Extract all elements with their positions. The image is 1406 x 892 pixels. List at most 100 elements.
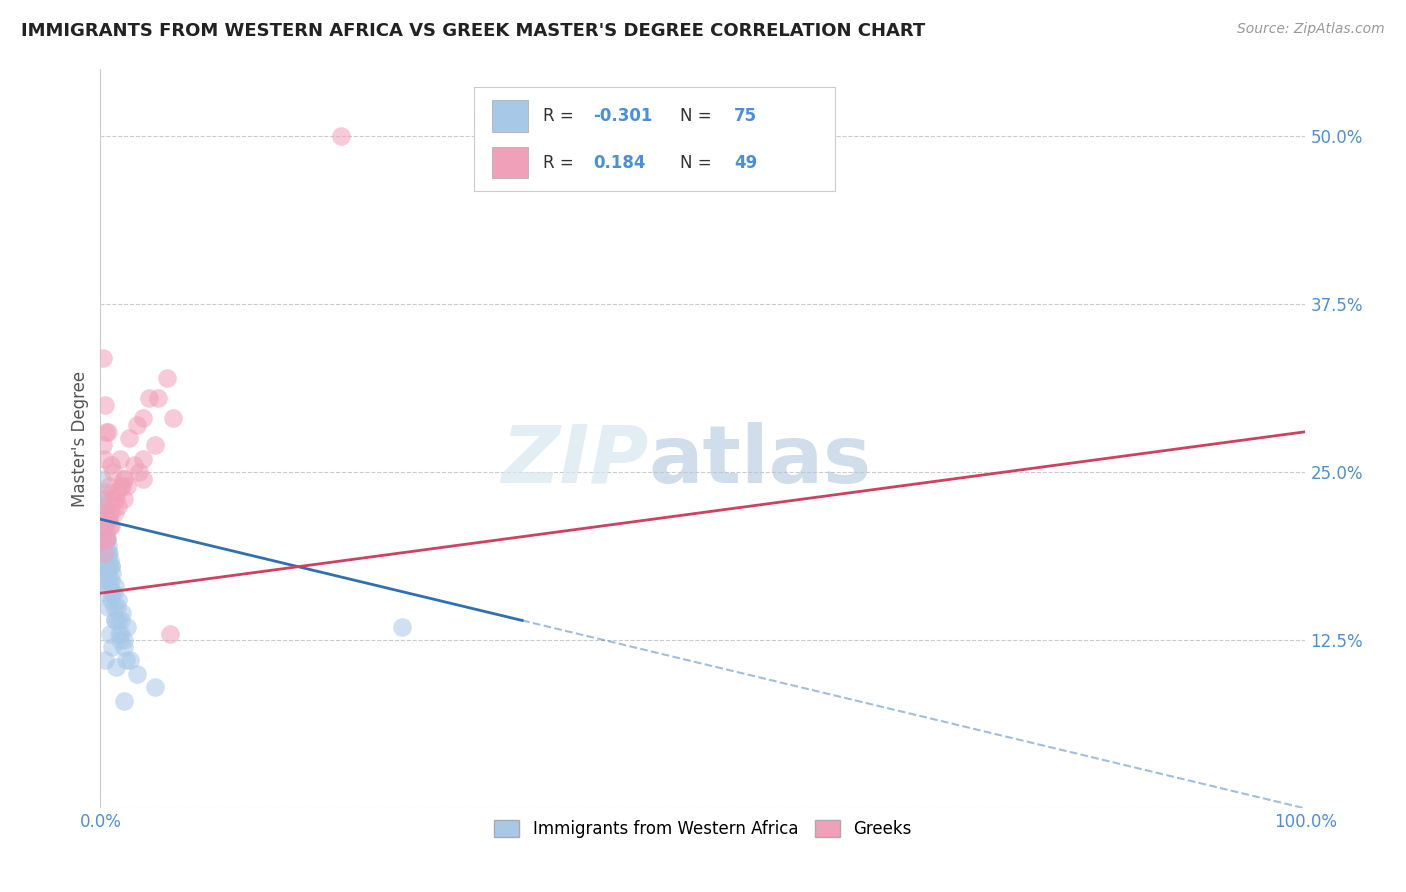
Point [101, 640, 124, 654]
Point [90, 519, 112, 533]
Point [98, 478, 121, 492]
Point [118, 432, 141, 446]
Point [159, 626, 181, 640]
Point [110, 626, 132, 640]
Point [94, 519, 117, 533]
Point [105, 485, 128, 500]
Point [94, 425, 117, 439]
Point [93, 506, 115, 520]
Point [125, 417, 148, 432]
Point [91, 351, 114, 365]
Point [91, 533, 114, 547]
Point [93, 491, 115, 506]
Point [122, 458, 145, 473]
Point [94, 533, 117, 547]
Point [91, 546, 114, 560]
Point [97, 546, 120, 560]
Point [93, 519, 115, 533]
Point [107, 593, 129, 607]
Point [100, 593, 122, 607]
Point [114, 653, 136, 667]
Point [103, 491, 125, 506]
Point [93, 519, 115, 533]
Point [91, 499, 114, 513]
Point [162, 411, 184, 425]
Point [93, 533, 115, 547]
Text: IMMIGRANTS FROM WESTERN AFRICA VS GREEK MASTER'S DEGREE CORRELATION CHART: IMMIGRANTS FROM WESTERN AFRICA VS GREEK … [21, 22, 925, 40]
Point [111, 607, 134, 621]
Point [103, 599, 125, 614]
Point [96, 566, 118, 580]
Point [156, 371, 179, 385]
Point [91, 438, 114, 452]
Point [97, 559, 120, 574]
Point [108, 451, 131, 466]
Point [94, 398, 117, 412]
Point [94, 653, 117, 667]
Point [110, 613, 132, 627]
Point [114, 633, 136, 648]
Point [90, 491, 112, 506]
Point [100, 559, 122, 574]
Point [114, 472, 136, 486]
Point [91, 499, 114, 513]
Point [94, 586, 117, 600]
Point [104, 613, 127, 627]
Point [97, 546, 120, 560]
Point [104, 579, 127, 593]
Point [110, 478, 132, 492]
Point [98, 552, 121, 566]
Point [93, 533, 115, 547]
Point [131, 411, 153, 425]
Point [94, 512, 117, 526]
Point [91, 485, 114, 500]
Text: Source: ZipAtlas.com: Source: ZipAtlas.com [1237, 22, 1385, 37]
Point [93, 519, 115, 533]
Point [108, 626, 131, 640]
Point [97, 579, 120, 593]
Point [98, 573, 121, 587]
Point [91, 472, 114, 486]
Point [100, 573, 122, 587]
Point [114, 472, 136, 486]
Point [91, 506, 114, 520]
Point [93, 533, 115, 547]
Point [101, 566, 124, 580]
Point [125, 667, 148, 681]
Point [98, 519, 121, 533]
Point [143, 438, 166, 452]
Point [96, 533, 118, 547]
Point [96, 533, 118, 547]
Point [97, 599, 120, 614]
Point [93, 546, 115, 560]
Point [101, 485, 124, 500]
Point [100, 458, 122, 473]
Point [115, 620, 138, 634]
Point [101, 586, 124, 600]
Point [138, 391, 160, 405]
Point [104, 613, 127, 627]
Point [91, 533, 114, 547]
Point [94, 552, 117, 566]
Point [101, 465, 124, 479]
Point [93, 539, 115, 553]
Text: atlas: atlas [648, 422, 872, 500]
Point [107, 613, 129, 627]
Point [131, 472, 153, 486]
Point [96, 533, 118, 547]
Point [115, 478, 138, 492]
Point [114, 694, 136, 708]
Point [131, 451, 153, 466]
Point [97, 539, 120, 553]
Point [97, 512, 120, 526]
Point [108, 633, 131, 648]
Point [103, 586, 125, 600]
Point [96, 546, 118, 560]
Point [97, 425, 120, 439]
Point [91, 525, 114, 540]
Point [96, 506, 118, 520]
Point [391, 620, 413, 634]
Point [91, 506, 114, 520]
Point [100, 559, 122, 574]
Y-axis label: Master's Degree: Master's Degree [72, 370, 89, 507]
